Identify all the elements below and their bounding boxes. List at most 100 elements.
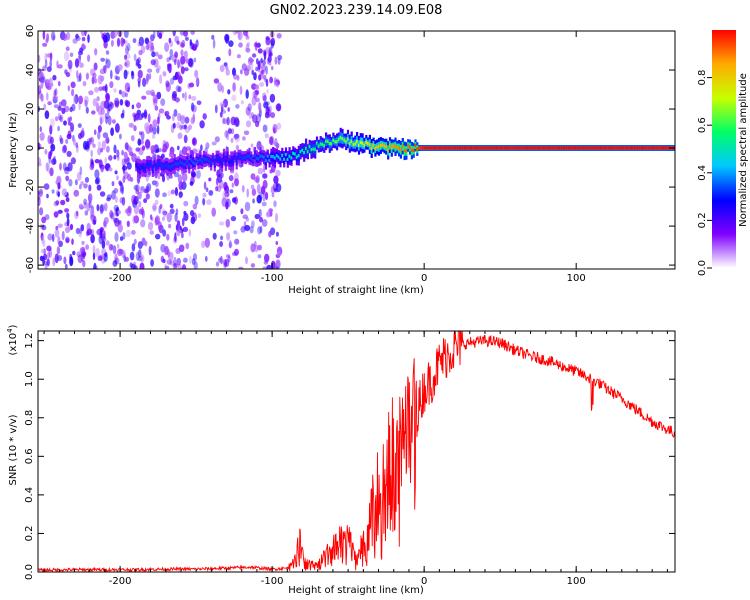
noise-speck — [110, 127, 114, 136]
ridge-core — [660, 146, 663, 150]
ridge-core — [326, 139, 330, 143]
ridge-core — [248, 154, 251, 158]
noise-speck — [66, 217, 70, 227]
ridge-core — [585, 146, 589, 150]
noise-speck — [94, 169, 100, 179]
noise-speck — [120, 236, 124, 241]
noise-speck — [260, 69, 265, 75]
noise-speck — [67, 85, 71, 92]
noise-speck — [117, 243, 120, 249]
noise-speck — [268, 136, 274, 145]
noise-speck — [39, 126, 42, 133]
spectrogram-marks — [38, 31, 675, 269]
noise-speck — [42, 239, 46, 247]
noise-speck — [268, 208, 274, 213]
noise-speck — [206, 199, 212, 206]
noise-speck — [69, 52, 74, 58]
noise-speck — [94, 178, 100, 185]
ridge-core — [483, 146, 486, 150]
ridge-core — [640, 146, 643, 150]
noise-speck — [236, 54, 241, 59]
colorbar-tick-label: 0.4 — [697, 165, 708, 181]
ridge-core — [602, 146, 605, 150]
noise-speck — [52, 35, 56, 41]
noise-speck — [152, 119, 158, 128]
noise-speck — [148, 40, 153, 48]
noise-speck — [57, 125, 60, 132]
noise-speck — [44, 59, 48, 68]
ridge-core — [328, 142, 331, 146]
noise-speck — [105, 57, 108, 64]
noise-speck — [69, 256, 74, 266]
noise-speck — [180, 55, 186, 65]
noise-speck — [194, 69, 199, 78]
noise-speck — [165, 80, 170, 88]
noise-speck — [69, 122, 75, 132]
ridge-core — [370, 146, 373, 151]
noise-speck — [224, 258, 230, 267]
ridge-core — [266, 154, 269, 158]
noise-speck — [154, 51, 159, 57]
noise-speck — [91, 159, 94, 165]
noise-speck — [224, 191, 230, 198]
noise-speck — [193, 261, 198, 269]
noise-speck — [105, 93, 111, 102]
noise-speck — [92, 219, 97, 225]
noise-speck — [149, 230, 154, 235]
noise-speck — [102, 132, 109, 139]
ridge-core — [554, 146, 558, 150]
colorbar-label: Normalized spectral amplitude — [738, 73, 749, 227]
ridge-core — [545, 146, 548, 150]
noise-speck — [140, 254, 145, 263]
noise-speck — [262, 49, 267, 56]
spectrogram-xtick-label: 0 — [421, 273, 427, 284]
noise-speck — [234, 238, 240, 245]
noise-speck — [137, 241, 143, 250]
noise-speck — [78, 227, 83, 238]
ridge-core — [299, 150, 302, 154]
ridge-core — [312, 147, 315, 151]
noise-speck — [53, 211, 59, 218]
ridge-core — [182, 162, 185, 166]
noise-speck — [141, 145, 146, 151]
ridge-core — [396, 145, 399, 149]
ridge-core — [522, 146, 525, 150]
noise-speck — [45, 162, 49, 172]
noise-speck — [213, 78, 220, 84]
ridge-core — [571, 146, 574, 150]
noise-speck — [38, 200, 41, 207]
ridge-core — [242, 155, 246, 159]
spectrogram-ytick-label: 40 — [25, 64, 36, 77]
noise-speck — [132, 112, 137, 118]
ridge-core — [593, 146, 596, 150]
noise-speck — [96, 184, 102, 191]
ridge-core — [478, 146, 481, 150]
noise-speck — [175, 85, 181, 93]
ridge-core — [449, 146, 452, 150]
noise-speck — [93, 262, 97, 269]
noise-speck — [183, 134, 188, 144]
ridge-core — [403, 149, 406, 153]
ridge-core — [666, 146, 669, 150]
noise-speck — [145, 185, 150, 194]
noise-speck — [273, 127, 276, 134]
noise-speck — [265, 192, 269, 200]
noise-speck — [262, 190, 267, 196]
noise-speck — [61, 145, 67, 154]
ridge-core — [622, 146, 625, 150]
ridge-core — [624, 146, 627, 150]
noise-speck — [65, 238, 70, 244]
noise-speck — [164, 265, 170, 269]
ridge-core — [398, 146, 401, 150]
ridge-core — [423, 146, 426, 150]
noise-speck — [256, 86, 260, 91]
ridge-core — [534, 146, 537, 150]
noise-speck — [150, 34, 155, 42]
ridge-core — [204, 157, 207, 161]
ridge-core — [418, 146, 421, 150]
ridge-core — [153, 162, 156, 166]
noise-speck — [59, 134, 62, 143]
snr-frame — [37, 330, 676, 573]
noise-speck — [172, 122, 176, 129]
noise-speck — [262, 74, 267, 80]
